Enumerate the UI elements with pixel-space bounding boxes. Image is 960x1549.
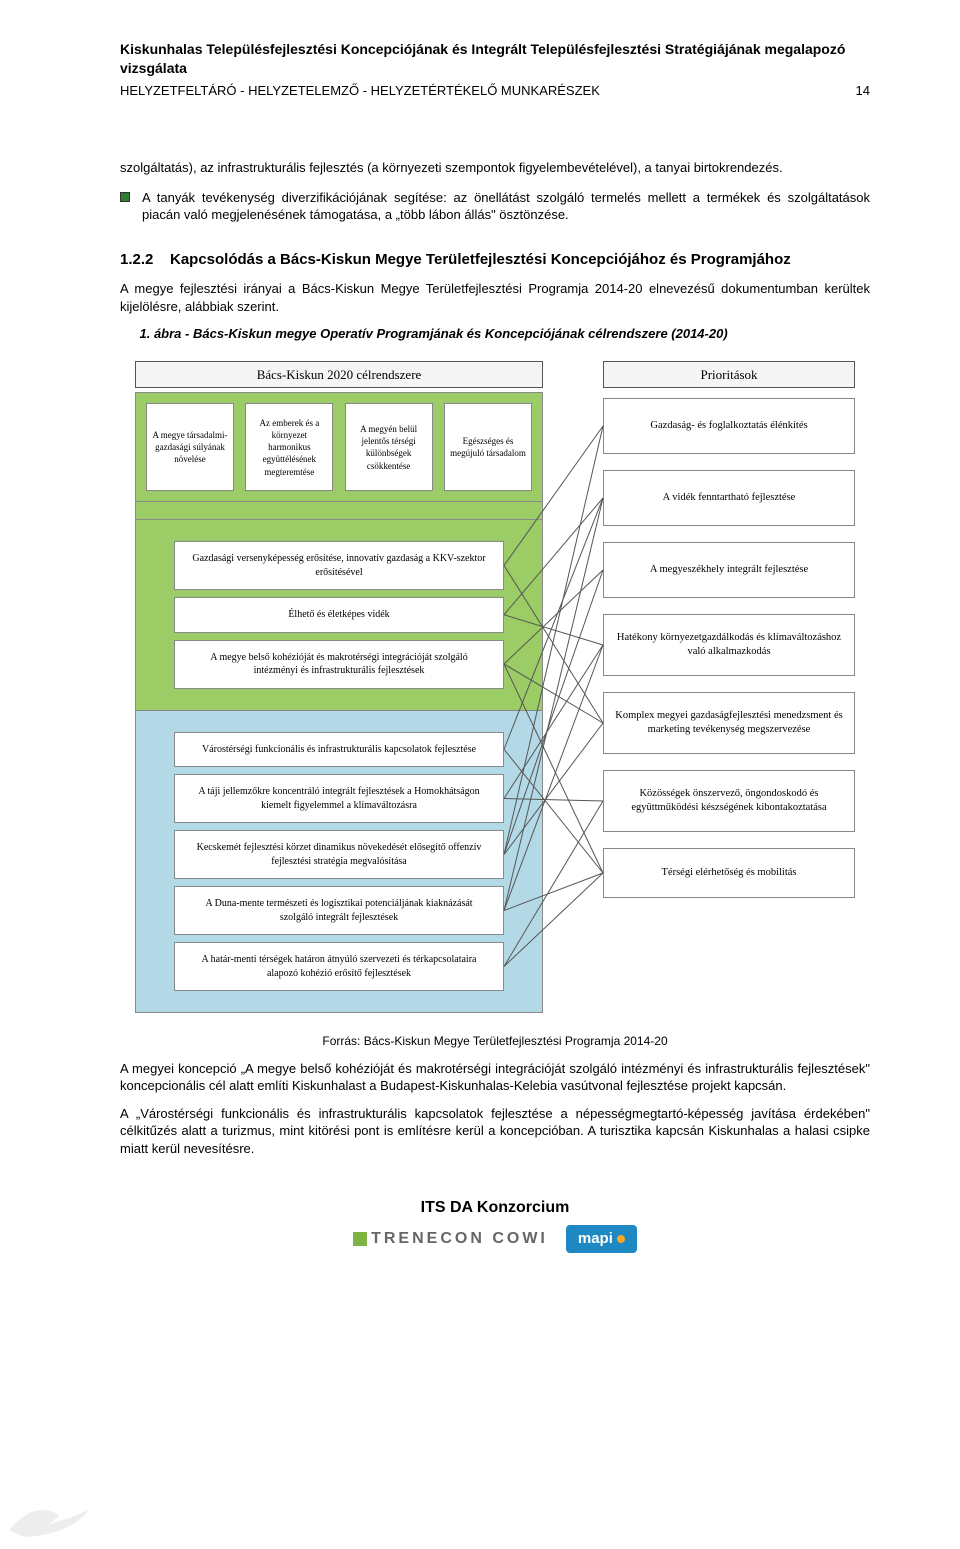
page-number: 14 xyxy=(856,82,870,100)
blue-goal-tile: A határ-menti térségek határon átnyúló s… xyxy=(174,942,504,991)
blue-goal-tile: A Duna-mente természeti és logisztikai p… xyxy=(174,886,504,935)
priority-cell: A megyeszékhely integrált fejlesztése xyxy=(603,542,855,598)
figure-source: Forrás: Bács-Kiskun Megye Területfejlesz… xyxy=(120,1033,870,1049)
section-number: 1.2.2 xyxy=(120,250,170,270)
consortium-name: ITS DA Konzorcium xyxy=(120,1197,870,1219)
green-band: Gazdasági versenyképesség erősítése, inn… xyxy=(135,519,543,711)
blue-goal-tile: Kecskemét fejlesztési körzet dinamikus n… xyxy=(174,830,504,879)
priority-stack: Gazdaság- és foglalkoztatás élénkítés A v… xyxy=(603,398,855,898)
blue-band: Várostérségi funkcionális és infrastrukt… xyxy=(135,710,543,1014)
priority-cell: Közösségek önszervező, öngondoskodó és e… xyxy=(603,770,855,832)
intro-paragraph: szolgáltatás), az infrastrukturális fejl… xyxy=(120,159,870,177)
doc-subtitle: HELYZETFELTÁRÓ - HELYZETELEMZŐ - HELYZET… xyxy=(120,82,870,100)
bullet-item: A tanyák tevékenység diverzifikációjának… xyxy=(120,189,870,224)
priority-cell: Hatékony környezetgazdálkodás és klímavá… xyxy=(603,614,855,676)
diagram-right-header: Prioritások xyxy=(603,361,855,389)
after-paragraph-2: A „Várostérségi funkcionális és infrastr… xyxy=(120,1105,870,1158)
green-goal-tile: Gazdasági versenyképesség erősítése, inn… xyxy=(174,541,504,590)
mapi-logo: mapi xyxy=(566,1225,637,1253)
bullet-square-icon xyxy=(120,192,130,202)
priority-cell: Térségi elérhetőség és mobilitás xyxy=(603,848,855,898)
doc-title: Kiskunhalas Településfejlesztési Koncepc… xyxy=(120,40,870,78)
section-paragraph: A megye fejlesztési irányai a Bács-Kisku… xyxy=(120,280,870,315)
top-tile: A megyén belül jelentős térségi különbsé… xyxy=(345,403,433,491)
blue-goal-tile: A táji jellemzőkre koncentráló integrált… xyxy=(174,774,504,823)
green-goal-tile: A megye belső kohézióját és makrotérségi… xyxy=(174,640,504,689)
diagram-left-header: Bács-Kiskun 2020 célrendszere xyxy=(135,361,543,389)
section-title: Kapcsolódás a Bács-Kiskun Megye Területf… xyxy=(170,250,870,270)
figure-caption: 1. ábra - Bács-Kiskun megye Operatív Pro… xyxy=(120,325,870,343)
section-heading: 1.2.2 Kapcsolódás a Bács-Kiskun Megye Te… xyxy=(120,250,870,270)
mapi-dot-icon xyxy=(617,1235,625,1243)
page-footer: ITS DA Konzorcium TRENECON COWI mapi xyxy=(120,1197,870,1253)
bullet-text: A tanyák tevékenység diverzifikációjának… xyxy=(142,189,870,224)
priority-cell: Komplex megyei gazdaságfejlesztési mened… xyxy=(603,692,855,754)
trenecon-logo: TRENECON COWI xyxy=(353,1228,548,1250)
doc-header: Kiskunhalas Településfejlesztési Koncepc… xyxy=(120,40,870,99)
top-tile: A megye társadalmi-gazdasági súlyának nö… xyxy=(146,403,234,491)
top-tile: Egészséges és megújuló társadalom xyxy=(444,403,532,491)
bird-watermark-icon xyxy=(4,1495,94,1545)
priority-cell: A vidék fenntartható fejlesztése xyxy=(603,470,855,526)
goals-diagram: Bács-Kiskun 2020 célrendszere Prioritáso… xyxy=(135,361,855,1014)
top-tile-row: A megye társadalmi-gazdasági súlyának nö… xyxy=(135,392,543,502)
green-goal-tile: Élhető és életképes vidék xyxy=(174,597,504,633)
after-paragraph-1: A megyei koncepció „A megye belső kohézi… xyxy=(120,1060,870,1095)
blue-goal-tile: Várostérségi funkcionális és infrastrukt… xyxy=(174,732,504,768)
trenecon-square-icon xyxy=(353,1232,367,1246)
top-tile: Az emberek és a környezet harmonikus egy… xyxy=(245,403,333,491)
priority-cell: Gazdaság- és foglalkoztatás élénkítés xyxy=(603,398,855,454)
